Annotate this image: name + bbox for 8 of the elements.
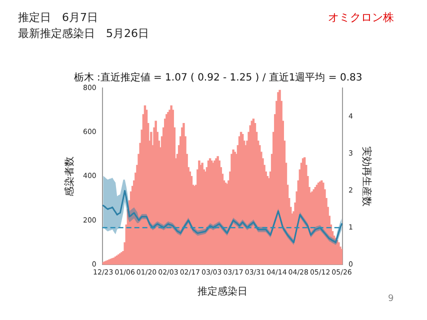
text: 最新推定感染日 5月26日 xyxy=(18,26,149,41)
chart-title: 栃木 :直近推定値 = 1.07 ( 0.92 - 1.25 ) / 直近1週平均 = 0.83 xyxy=(74,72,362,84)
y2-axis-title: 実効再生産数 xyxy=(360,146,372,206)
x-axis-title: 推定感染日 xyxy=(197,286,248,298)
y-axis-title: 感染者数 xyxy=(64,156,76,196)
text: 推定日 6月7日 xyxy=(18,10,98,25)
text: 9 xyxy=(388,294,394,304)
text: オミクロン株 xyxy=(328,10,394,25)
